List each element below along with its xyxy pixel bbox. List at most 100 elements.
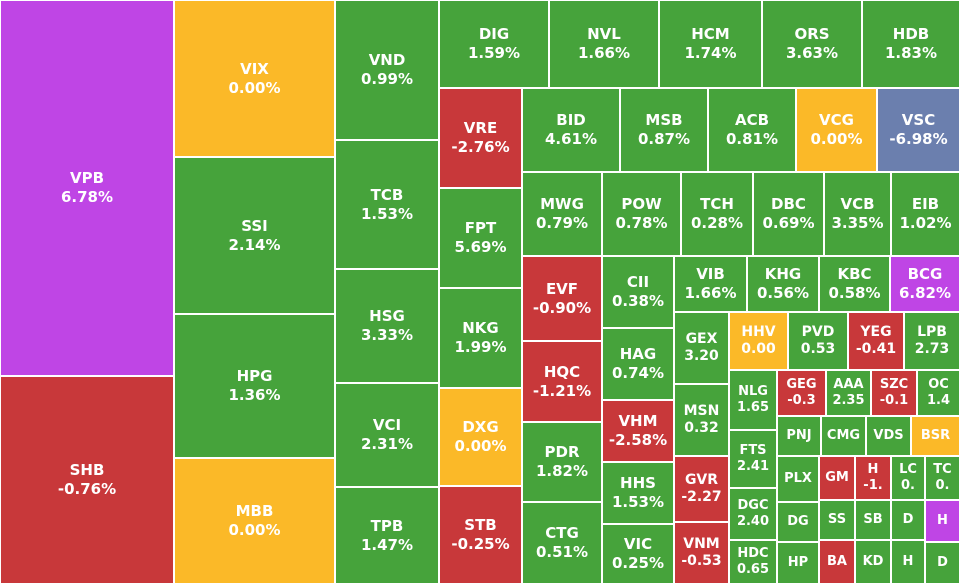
tile-ss[interactable]: SS [819,500,855,540]
tile-tpb[interactable]: TPB 1.47% [335,487,439,584]
tile-h[interactable]: H [891,540,925,584]
tile-mbb[interactable]: MBB 0.00% [174,458,335,584]
tile-hag[interactable]: HAG 0.74% [602,328,674,400]
tile-khg[interactable]: KHG 0.56% [747,256,819,312]
tile-symbol: DGC [737,497,769,513]
tile-h[interactable]: H -1. [855,456,891,500]
tile-symbol: LC [899,461,917,477]
tile-hhs[interactable]: HHS 1.53% [602,462,674,524]
tile-vsc[interactable]: VSC -6.98% [877,88,960,172]
tile-nlg[interactable]: NLG 1.65 [729,370,777,430]
tile-ssi[interactable]: SSI 2.14% [174,157,335,314]
tile-yeg[interactable]: YEG -0.41 [848,312,904,370]
tile-tc[interactable]: TC 0. [925,456,960,500]
tile-fpt[interactable]: FPT 5.69% [439,188,522,288]
tile-hsg[interactable]: HSG 3.33% [335,269,439,383]
tile-kd[interactable]: KD [855,540,891,584]
tile-stb[interactable]: STB -0.25% [439,486,522,584]
tile-msn[interactable]: MSN 0.32 [674,384,729,456]
tile-gvr[interactable]: GVR -2.27 [674,456,729,522]
tile-mwg[interactable]: MWG 0.79% [522,172,602,256]
tile-change: 3.63% [785,44,839,62]
tile-msb[interactable]: MSB 0.87% [620,88,708,172]
tile-vhm[interactable]: VHM -2.58% [602,400,674,462]
tile-aaa[interactable]: AAA 2.35 [826,370,871,416]
tile-change: 0.00% [810,130,863,148]
tile-bcg[interactable]: BCG 6.82% [890,256,960,312]
tile-eib[interactable]: EIB 1.02% [891,172,960,256]
tile-d[interactable]: D [925,542,960,584]
tile-hcm[interactable]: HCM 1.74% [659,0,762,88]
tile-change: -1. [863,478,883,493]
tile-cmg[interactable]: CMG [821,416,866,456]
tile-tcb[interactable]: TCB 1.53% [335,140,439,269]
tile-vic[interactable]: VIC 0.25% [602,524,674,584]
tile-change: 2.31% [360,435,414,453]
tile-ba[interactable]: BA [819,540,855,584]
tile-vre[interactable]: VRE -2.76% [439,88,522,188]
tile-lc[interactable]: LC 0. [891,456,925,500]
tile-vcg[interactable]: VCG 0.00% [796,88,877,172]
tile-hp[interactable]: HP [777,542,819,584]
tile-vib[interactable]: VIB 1.66% [674,256,747,312]
tile-ctg[interactable]: CTG 0.51% [522,502,602,584]
tile-lpb[interactable]: LPB 2.73 [904,312,960,370]
tile-plx[interactable]: PLX [777,456,819,502]
tile-change: 0. [901,478,915,493]
tile-hdc[interactable]: HDC 0.65 [729,540,777,584]
tile-change: 3.35% [831,214,884,232]
tile-hdb[interactable]: HDB 1.83% [862,0,960,88]
tile-vcb[interactable]: VCB 3.35% [824,172,891,256]
tile-dig[interactable]: DIG 1.59% [439,0,549,88]
tile-symbol: NVL [587,25,621,44]
tile-szc[interactable]: SZC -0.1 [871,370,917,416]
tile-hpg[interactable]: HPG 1.36% [174,314,335,458]
tile-symbol: GEX [685,330,718,347]
tile-pdr[interactable]: PDR 1.82% [522,422,602,502]
tile-tch[interactable]: TCH 0.28% [681,172,753,256]
tile-pvd[interactable]: PVD 0.53 [788,312,848,370]
tile-sb[interactable]: SB [855,500,891,540]
tile-gm[interactable]: GM [819,456,855,500]
tile-bsr[interactable]: BSR [911,416,960,456]
tile-change: 1.47% [360,535,414,554]
tile-shb[interactable]: SHB -0.76% [0,376,174,584]
tile-hhv[interactable]: HHV 0.00 [729,312,788,370]
tile-bid[interactable]: BID 4.61% [522,88,620,172]
tile-pow[interactable]: POW 0.78% [602,172,681,256]
tile-geg[interactable]: GEG -0.3 [777,370,826,416]
tile-d[interactable]: D [891,500,925,540]
tile-fts[interactable]: FTS 2.41 [729,430,777,488]
tile-vci[interactable]: VCI 2.31% [335,383,439,487]
tile-nkg[interactable]: NKG 1.99% [439,288,522,388]
tile-symbol: OC [928,376,949,392]
tile-dxg[interactable]: DXG 0.00% [439,388,522,486]
tile-pnj[interactable]: PNJ [777,416,821,456]
tile-hqc[interactable]: HQC -1.21% [522,341,602,422]
tile-symbol: VIC [623,535,653,554]
tile-vpb[interactable]: VPB 6.78% [0,0,174,376]
tile-kbc[interactable]: KBC 0.58% [819,256,890,312]
tile-symbol: PDR [544,443,580,462]
tile-nvl[interactable]: NVL 1.66% [549,0,659,88]
tile-ors[interactable]: ORS 3.63% [762,0,862,88]
tile-dg[interactable]: DG [777,502,819,542]
tile-symbol: HHV [741,323,776,340]
tile-gex[interactable]: GEX 3.20 [674,312,729,384]
tile-vnd[interactable]: VND 0.99% [335,0,439,140]
tile-oc[interactable]: OC 1.4 [917,370,960,416]
tile-vds[interactable]: VDS [866,416,911,456]
tile-vnm[interactable]: VNM -0.53 [674,522,729,584]
tile-change: 0.38% [611,292,665,310]
tile-h[interactable]: H [925,500,960,542]
tile-evf[interactable]: EVF -0.90% [522,256,602,341]
tile-vix[interactable]: VIX 0.00% [174,0,335,157]
tile-acb[interactable]: ACB 0.81% [708,88,796,172]
tile-symbol: MSB [645,111,683,130]
tile-change: 0.65 [736,562,770,577]
tile-dbc[interactable]: DBC 0.69% [753,172,824,256]
tile-symbol: LPB [917,323,947,340]
tile-change: -0.3 [787,393,816,408]
tile-cii[interactable]: CII 0.38% [602,256,674,328]
tile-dgc[interactable]: DGC 2.40 [729,488,777,540]
